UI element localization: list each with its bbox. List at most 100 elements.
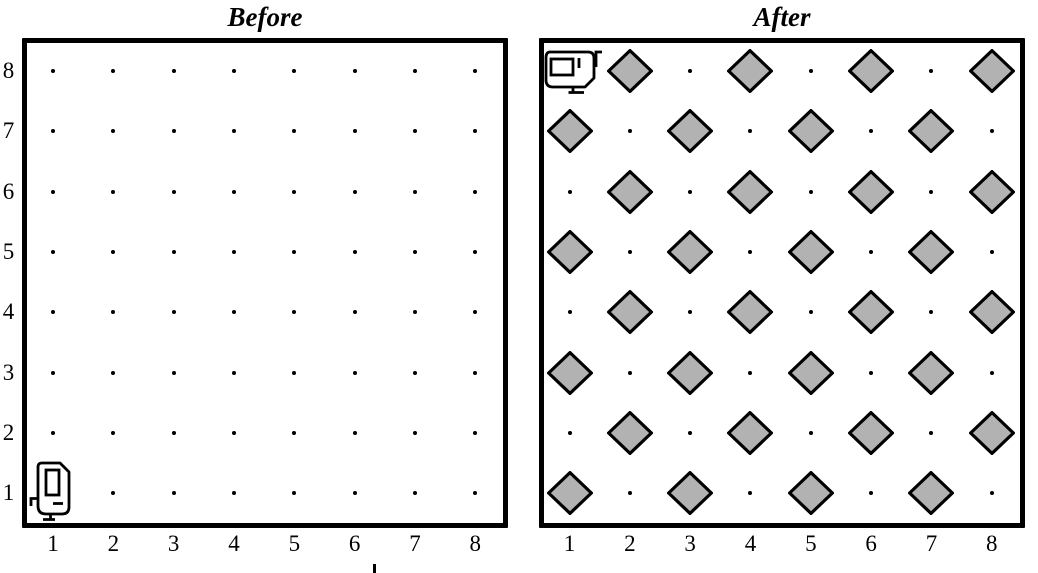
- beeper-diamond-icon: [787, 108, 835, 158]
- grid-dot: [111, 249, 116, 254]
- grid-dot: [171, 430, 176, 435]
- grid-dot: [171, 189, 176, 194]
- beeper-diamond-icon: [787, 229, 835, 279]
- grid-dot: [231, 189, 236, 194]
- grid-dot: [412, 189, 417, 194]
- grid-dot: [473, 430, 478, 435]
- grid-dot: [989, 249, 994, 254]
- x-axis-label-after: 1: [563, 531, 576, 556]
- grid-dot: [51, 129, 55, 134]
- x-axis-label-after: 8: [986, 531, 998, 556]
- beeper-diamond-icon: [907, 108, 956, 158]
- beeper-diamond-icon: [787, 350, 835, 400]
- grid-dot: [231, 129, 236, 134]
- grid-dot: [473, 310, 478, 315]
- x-axis-label-before: 2: [107, 531, 120, 556]
- grid-dot: [111, 491, 116, 496]
- grid-dot: [929, 310, 934, 315]
- grid-dot: [808, 189, 813, 194]
- y-axis-label-before: 3: [2, 359, 15, 385]
- grid-dot: [412, 491, 417, 496]
- beeper-diamond-icon: [666, 470, 714, 520]
- y-axis-label-before: 4: [2, 299, 15, 325]
- grid-dot: [929, 430, 934, 435]
- grid-dot: [51, 189, 55, 194]
- grid-dot: [748, 491, 753, 496]
- grid-dot: [567, 430, 572, 435]
- grid-dot: [171, 310, 176, 315]
- beeper-diamond-icon: [968, 410, 1016, 460]
- grid-dot: [989, 370, 994, 375]
- beeper-diamond-icon: [847, 169, 895, 219]
- grid-dot: [231, 249, 236, 254]
- grid-dot: [567, 189, 572, 194]
- panel-before-box: [22, 38, 508, 528]
- grid-dot: [171, 249, 176, 254]
- grid-dot: [352, 491, 357, 496]
- beeper-diamond-icon: [666, 108, 714, 158]
- grid-dot: [869, 249, 874, 254]
- grid-dot: [231, 370, 236, 375]
- grid-dot: [51, 310, 55, 315]
- grid-dot: [869, 370, 874, 375]
- beeper-diamond-icon: [545, 470, 594, 520]
- grid-dot: [111, 129, 116, 134]
- grid-dot: [292, 249, 297, 254]
- grid-dot: [748, 249, 753, 254]
- grid-dot: [473, 249, 478, 254]
- beeper-diamond-icon: [606, 48, 654, 98]
- grid-dot: [292, 310, 297, 315]
- beeper-diamond-icon: [968, 169, 1016, 219]
- grid-dot: [929, 189, 934, 194]
- beeper-diamond-icon: [907, 470, 956, 520]
- grid-dot: [352, 189, 357, 194]
- grid-dot: [627, 370, 632, 375]
- x-axis-label-after: 3: [684, 531, 696, 556]
- grid-dot: [171, 129, 176, 134]
- beeper-diamond-icon: [847, 289, 895, 339]
- x-axis-label-before: 6: [348, 531, 361, 556]
- beeper-diamond-icon: [907, 229, 956, 279]
- x-axis-label-before: 4: [228, 531, 240, 556]
- beeper-diamond-icon: [847, 48, 895, 98]
- grid-dot: [412, 69, 417, 73]
- grid-dot: [473, 370, 478, 375]
- grid-dot: [412, 129, 417, 134]
- grid-dot: [51, 69, 55, 73]
- x-axis-label-before: 5: [288, 531, 301, 556]
- grid-dot: [51, 370, 55, 375]
- y-axis-label-before: 8: [2, 58, 15, 83]
- beeper-diamond-icon: [968, 48, 1016, 98]
- beeper-diamond-icon: [726, 410, 775, 460]
- beeper-diamond-icon: [666, 229, 714, 279]
- panel-title-before: Before: [227, 2, 303, 32]
- grid-dot: [808, 430, 813, 435]
- x-axis-label-before: 7: [409, 531, 421, 556]
- beeper-diamond-icon: [907, 350, 956, 400]
- grid-dot: [412, 430, 417, 435]
- grid-dot: [111, 189, 116, 194]
- grid-dot: [748, 370, 753, 375]
- y-axis-label-before: 2: [2, 419, 15, 445]
- grid-dot: [352, 249, 357, 254]
- grid-dot: [412, 370, 417, 375]
- y-axis-label-before: 5: [2, 238, 15, 264]
- beeper-diamond-icon: [545, 108, 594, 158]
- x-axis-label-before: 1: [47, 531, 59, 556]
- grid-dot: [292, 370, 297, 375]
- grid-dot: [627, 491, 632, 496]
- beeper-diamond-icon: [545, 229, 594, 279]
- grid-dot: [808, 69, 813, 73]
- grid-dot: [567, 310, 572, 315]
- grid-dot: [231, 69, 236, 73]
- grid-dot: [292, 430, 297, 435]
- grid-dot: [111, 310, 116, 315]
- grid-dot: [688, 430, 693, 435]
- grid-dot: [929, 69, 934, 73]
- panel-title-after: After: [753, 2, 811, 32]
- grid-dot: [231, 491, 236, 496]
- karel-robot-icon: [29, 461, 71, 530]
- grid-dot: [627, 129, 632, 134]
- y-axis-label-before: 6: [2, 178, 15, 204]
